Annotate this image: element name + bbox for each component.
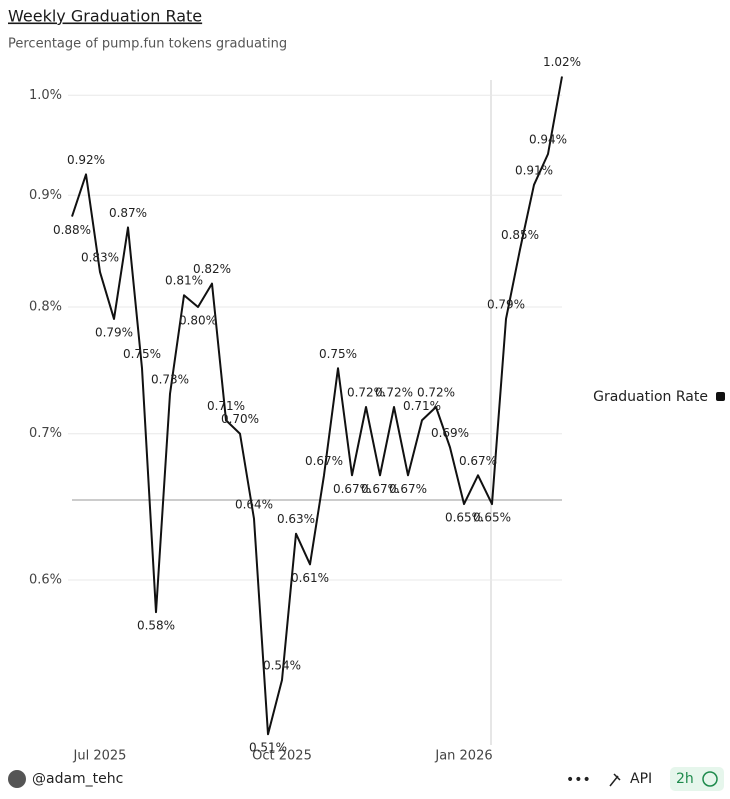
value-label: 0.79% bbox=[95, 325, 133, 339]
value-label: 0.81% bbox=[165, 274, 203, 288]
value-label: 0.70% bbox=[221, 412, 259, 426]
value-label: 0.67% bbox=[305, 454, 343, 468]
value-label: 0.80% bbox=[179, 314, 217, 328]
value-label: 0.51% bbox=[249, 741, 287, 755]
chart-title: Weekly Graduation Rate bbox=[8, 7, 202, 26]
value-label: 0.73% bbox=[151, 372, 189, 386]
value-label: 0.83% bbox=[81, 251, 119, 265]
value-label: 0.94% bbox=[529, 133, 567, 147]
value-label: 0.88% bbox=[53, 223, 91, 237]
value-label: 0.72% bbox=[417, 385, 455, 399]
refresh-badge[interactable] bbox=[670, 767, 724, 791]
footer: @adam_tehc ••• API 2h bbox=[8, 767, 724, 791]
y-tick-label: 0.9% bbox=[29, 188, 62, 203]
y-tick-label: 0.8% bbox=[29, 300, 62, 315]
api-icon bbox=[609, 773, 621, 787]
value-label: 0.67% bbox=[333, 482, 371, 496]
x-tick-label: Jan 2026 bbox=[434, 749, 492, 764]
legend-label: Graduation Rate bbox=[593, 389, 708, 405]
more-button[interactable]: ••• bbox=[566, 772, 591, 788]
value-label: 0.87% bbox=[109, 206, 147, 220]
chart-subtitle: Percentage of pump.fun tokens graduating bbox=[8, 37, 287, 52]
value-label: 0.58% bbox=[137, 619, 175, 633]
value-label: 0.71% bbox=[403, 399, 441, 413]
value-label: 0.85% bbox=[501, 228, 539, 242]
value-label: 0.91% bbox=[515, 163, 553, 177]
author[interactable]: @adam_tehc bbox=[32, 771, 123, 787]
refresh-label: 2h bbox=[676, 771, 694, 787]
value-label: 0.82% bbox=[193, 262, 231, 276]
legend-swatch bbox=[716, 392, 725, 401]
value-label: 0.63% bbox=[277, 512, 315, 526]
refresh-icon bbox=[702, 771, 718, 787]
value-label: 0.71% bbox=[207, 399, 245, 413]
y-tick-label: 0.7% bbox=[29, 426, 62, 441]
value-label: 0.54% bbox=[263, 658, 301, 672]
x-tick-label: Oct 2025 bbox=[252, 749, 312, 764]
value-label: 0.72% bbox=[347, 385, 385, 399]
line bbox=[71, 76, 563, 736]
y-tick-label: 0.6% bbox=[29, 572, 62, 587]
value-label: 0.79% bbox=[487, 297, 525, 311]
value-label: 0.69% bbox=[431, 426, 469, 440]
x-tick-label: Jul 2025 bbox=[73, 749, 127, 764]
value-label: 0.67% bbox=[361, 482, 399, 496]
value-label: 0.65% bbox=[473, 511, 511, 525]
avatar bbox=[8, 770, 26, 788]
value-label: 0.61% bbox=[291, 571, 329, 585]
value-label: 0.75% bbox=[123, 347, 161, 361]
value-label: 0.67% bbox=[459, 454, 497, 468]
value-label: 0.64% bbox=[235, 497, 273, 511]
value-label: 0.67% bbox=[389, 482, 427, 496]
y-tick-label: 1.0% bbox=[29, 88, 62, 103]
value-label: 1.02% bbox=[543, 55, 581, 69]
value-label: 0.72% bbox=[375, 385, 413, 399]
api-button[interactable]: API bbox=[630, 771, 652, 787]
value-label: 0.92% bbox=[67, 153, 105, 167]
value-label: 0.75% bbox=[319, 347, 357, 361]
value-label: 0.65% bbox=[445, 511, 483, 525]
